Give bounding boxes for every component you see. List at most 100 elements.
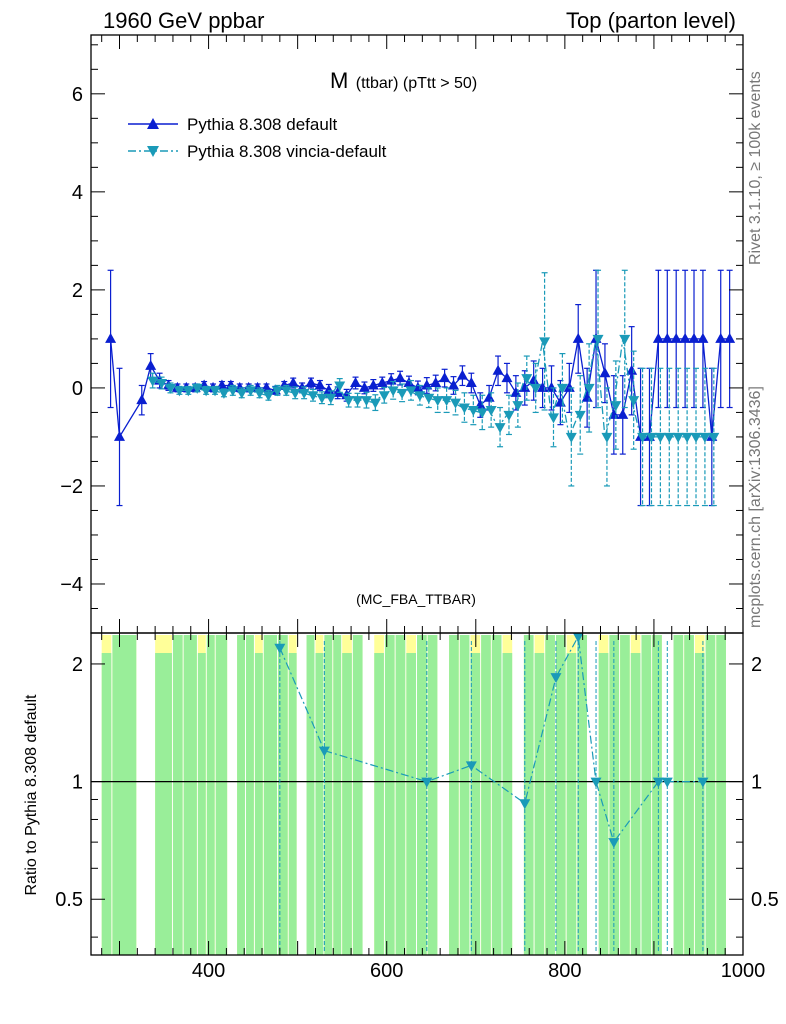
ratio-band-green <box>384 635 395 955</box>
data-point-default <box>510 386 522 397</box>
ratio-band-green <box>705 635 716 955</box>
data-point-default <box>305 377 317 388</box>
ratio-ytick-label-left: 0.5 <box>55 889 83 911</box>
data-point-default <box>617 408 629 419</box>
plot-title-sub: (ttbar) (pTtt > 50) <box>356 75 477 92</box>
ratio-point <box>608 838 620 849</box>
data-point-vincia <box>637 432 649 443</box>
ratio-band-green <box>315 653 324 955</box>
analysis-id: (MC_FBA_TTBAR) <box>356 591 476 607</box>
ratio-band-green <box>470 653 481 955</box>
data-point-default <box>501 372 513 383</box>
data-point-vincia <box>325 393 337 404</box>
ratio-band-green <box>577 635 588 955</box>
data-point-default <box>287 377 299 388</box>
data-point-vincia <box>307 391 319 402</box>
data-point-default <box>483 391 495 402</box>
ratio-point <box>697 777 709 788</box>
data-point-default <box>136 394 148 405</box>
data-point-vincia <box>556 383 568 394</box>
data-point-default <box>572 332 584 343</box>
ratio-band-green <box>306 635 315 955</box>
ratio-band-green <box>352 635 363 955</box>
main-ytick-label: 6 <box>72 84 83 106</box>
data-point-default <box>670 332 682 343</box>
ratio-ytick-label-right: 2 <box>751 654 762 676</box>
ratio-series-line <box>279 634 703 844</box>
data-point-vincia <box>458 403 470 414</box>
ratio-band-green <box>449 635 459 955</box>
data-point-vincia <box>619 334 631 345</box>
header-left-title: 1960 GeV ppbar <box>103 8 264 33</box>
data-point-vincia <box>164 383 176 394</box>
ratio-band-green <box>566 653 577 955</box>
data-point-default <box>581 391 593 402</box>
data-point-default <box>323 384 335 395</box>
data-point-vincia <box>494 423 506 434</box>
ratio-band-green <box>406 653 416 955</box>
data-point-vincia <box>254 388 266 399</box>
main-ytick-label: −4 <box>60 574 83 596</box>
data-point-vincia <box>512 401 524 412</box>
ratio-point <box>274 643 286 654</box>
ratio-band-green <box>237 635 245 955</box>
ratio-band-green <box>481 635 491 955</box>
data-point-vincia <box>156 379 168 390</box>
data-point-default <box>599 367 611 378</box>
ratio-band-green <box>630 653 641 955</box>
ratio-band-green <box>215 635 228 955</box>
ratio-band-green <box>263 635 278 955</box>
ratio-band-green <box>716 635 726 955</box>
main-ytick-label: 4 <box>72 182 83 204</box>
data-point-vincia <box>271 386 283 397</box>
data-point-vincia <box>601 432 613 443</box>
data-point-vincia <box>610 401 622 412</box>
data-point-vincia <box>539 337 551 348</box>
data-point-vincia <box>209 386 221 397</box>
ratio-point <box>572 632 584 643</box>
main-ytick-label: 2 <box>72 280 83 302</box>
data-point-default <box>145 359 157 370</box>
data-point-default <box>715 332 727 343</box>
data-point-default <box>492 364 504 375</box>
ratio-point <box>465 761 477 772</box>
data-point-vincia <box>432 396 444 407</box>
data-point-vincia <box>200 386 212 397</box>
data-point-vincia <box>592 334 604 345</box>
ratio-point <box>550 673 562 684</box>
ratio-band-green <box>155 653 172 955</box>
data-point-vincia <box>654 432 666 443</box>
data-point-vincia <box>352 396 364 407</box>
data-point-vincia <box>414 391 426 402</box>
plot-title-main: M <box>330 68 348 93</box>
data-point-vincia <box>476 408 488 419</box>
data-point-vincia <box>450 398 462 409</box>
main-ytick-label: −2 <box>60 476 83 498</box>
ratio-point <box>661 777 673 788</box>
ratio-band-green <box>206 635 215 955</box>
ratio-band-green <box>288 653 297 955</box>
data-point-vincia <box>423 393 435 404</box>
data-point-vincia <box>565 432 577 443</box>
data-point-vincia <box>485 405 497 416</box>
legend-label-default: Pythia 8.308 default <box>187 115 338 134</box>
legend-label-vincia: Pythia 8.308 vincia-default <box>187 142 387 161</box>
ratio-point <box>421 777 433 788</box>
data-point-vincia <box>218 388 230 399</box>
ratio-point <box>318 746 330 757</box>
header-right-title: Top (parton level) <box>566 8 736 33</box>
data-point-vincia <box>262 391 274 402</box>
data-point-default <box>376 377 388 388</box>
ratio-band-green <box>491 635 502 955</box>
main-series-layer <box>105 269 736 507</box>
data-point-vincia <box>441 396 453 407</box>
data-point-vincia <box>360 396 372 407</box>
ratio-xtick-label: 600 <box>370 960 403 982</box>
ratio-point <box>652 777 664 788</box>
data-point-vincia <box>708 432 720 443</box>
ratio-band-green <box>245 635 254 955</box>
data-point-default <box>519 381 531 392</box>
ratio-frame <box>90 632 744 956</box>
data-point-vincia <box>334 381 346 392</box>
